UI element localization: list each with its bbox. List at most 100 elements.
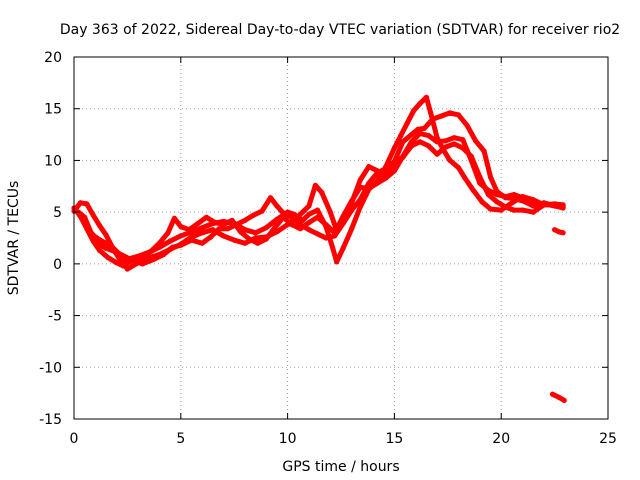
x-tick-label: 25: [599, 431, 617, 447]
data-point: [498, 207, 504, 213]
x-tick-label: 10: [279, 431, 297, 447]
data-point: [77, 200, 83, 206]
data-point: [447, 110, 453, 116]
data-point: [306, 211, 312, 217]
data-point: [118, 258, 124, 264]
data-point: [306, 219, 312, 226]
data-point: [124, 266, 130, 272]
data-point: [156, 240, 162, 246]
chart-title: Day 363 of 2022, Sidereal Day-to-day VTE…: [60, 22, 620, 38]
data-point: [349, 198, 355, 204]
data-point: [494, 192, 500, 198]
data-point: [79, 215, 86, 221]
data-point: [530, 209, 536, 215]
data-point: [327, 209, 333, 215]
data-point: [464, 122, 470, 128]
data-point: [485, 187, 491, 193]
data-point: [300, 217, 306, 223]
data-point: [280, 210, 286, 216]
data-point: [481, 148, 487, 154]
data-point: [259, 208, 265, 214]
data-point: [150, 257, 156, 263]
x-tick-label: 15: [385, 431, 403, 447]
y-tick-label: 5: [53, 205, 62, 221]
data-point: [267, 195, 274, 201]
data-point: [139, 261, 145, 267]
data-point: [552, 203, 558, 209]
data-point: [289, 214, 295, 220]
y-axis-label: SDTVAR / TECUs: [6, 181, 22, 296]
data-point: [468, 157, 474, 163]
data-point: [421, 125, 427, 131]
axis-ticks: 0 5 10 15 20 25 -15 -10 -5 0 5 10 15 20: [39, 50, 617, 447]
data-point: [250, 212, 256, 218]
data-point: [199, 230, 205, 236]
data-point: [426, 143, 432, 149]
data-point: [340, 245, 346, 251]
data-point: [332, 230, 338, 236]
data-point: [167, 238, 173, 244]
data-point: [312, 182, 318, 188]
data-point: [408, 139, 415, 145]
data-point: [560, 205, 566, 211]
data-point: [103, 245, 109, 251]
data-point: [434, 151, 440, 157]
x-tick-label: 20: [492, 431, 510, 447]
data-point: [415, 126, 421, 132]
data-point: [231, 237, 237, 243]
data-point: [357, 184, 363, 190]
data-point: [470, 187, 476, 193]
data-point: [383, 175, 389, 181]
data-point: [417, 139, 423, 145]
x-axis-label: GPS time / hours: [282, 459, 399, 475]
data-point: [349, 207, 355, 213]
data-point: [460, 137, 466, 143]
data-point: [462, 175, 468, 181]
data-point: [366, 180, 372, 186]
data-point: [178, 233, 184, 239]
data-point: [430, 116, 436, 122]
data-point: [428, 110, 434, 116]
data-point: [103, 232, 109, 238]
data-point: [297, 226, 303, 232]
y-tick-label: -10: [39, 360, 62, 376]
data-point: [511, 192, 517, 198]
data-point: [391, 168, 397, 174]
data-point: [295, 213, 301, 219]
data-point: [92, 234, 98, 240]
data-point: [477, 180, 483, 186]
data-point: [216, 226, 222, 232]
data-point: [520, 207, 526, 213]
data-point: [417, 130, 423, 137]
data-point: [383, 166, 389, 172]
data-point: [255, 240, 261, 246]
data-point: [242, 240, 248, 246]
data-point: [323, 222, 329, 228]
data-point: [246, 236, 252, 242]
data-point: [334, 259, 340, 265]
data-point: [84, 201, 90, 207]
data-point: [487, 174, 494, 180]
data-point: [323, 235, 329, 241]
data-point: [520, 195, 526, 201]
plot-frame: [73, 56, 609, 420]
data-point: [417, 100, 423, 107]
data-point: [400, 153, 406, 159]
data-point: [391, 158, 397, 165]
data-point: [357, 177, 363, 183]
data-point: [188, 237, 195, 243]
data-point: [400, 139, 406, 145]
data-point: [451, 141, 457, 147]
data-point: [289, 222, 295, 228]
data-point: [541, 201, 547, 207]
data-point: [502, 204, 509, 210]
data-point: [314, 231, 321, 237]
data-point: [473, 138, 479, 144]
data-point: [426, 133, 432, 139]
data-point: [199, 225, 205, 231]
data-point: [306, 227, 312, 233]
data-point: [272, 225, 278, 231]
data-point: [253, 230, 259, 236]
data-point: [434, 139, 440, 145]
data-point: [357, 204, 363, 210]
